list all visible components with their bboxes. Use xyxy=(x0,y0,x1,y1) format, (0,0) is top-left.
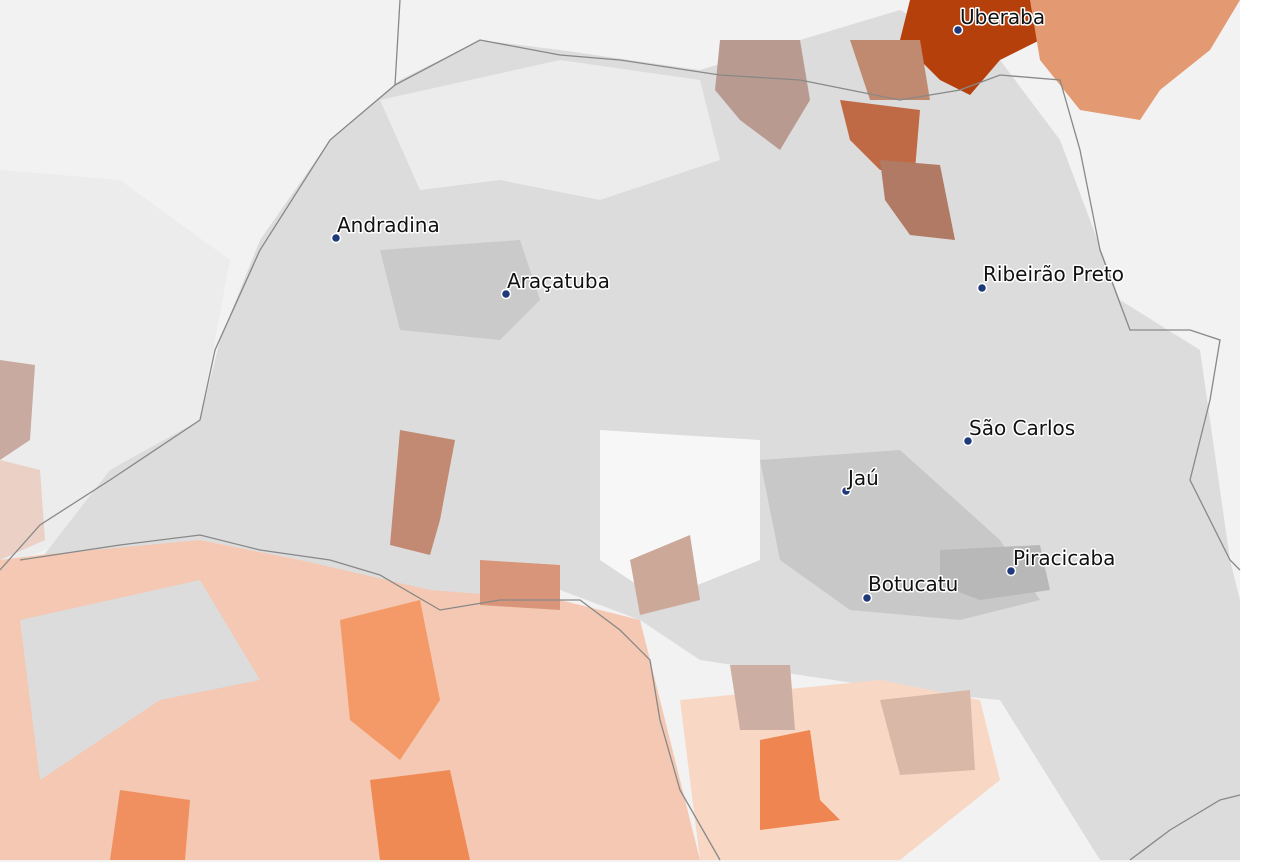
region xyxy=(1030,0,1240,120)
region xyxy=(390,430,455,555)
region xyxy=(340,600,440,760)
region-dark xyxy=(900,0,1060,95)
cities: Uberaba Andradina Araçatuba Ribeirão Pre… xyxy=(330,4,1125,604)
region xyxy=(940,545,1050,600)
region xyxy=(760,730,840,830)
city-dot xyxy=(976,282,988,294)
region xyxy=(380,240,540,340)
margin xyxy=(1240,0,1272,862)
city-label: Jaú xyxy=(846,466,879,490)
city-dot xyxy=(952,24,964,36)
coast xyxy=(1129,794,1241,861)
borders xyxy=(0,0,1241,861)
region xyxy=(370,770,470,860)
city-label: Ribeirão Preto xyxy=(983,262,1124,286)
city-label: Botucatu xyxy=(868,572,958,596)
region xyxy=(0,170,230,560)
city-dot xyxy=(500,288,512,300)
city-label: Araçatuba xyxy=(507,269,610,293)
region xyxy=(0,460,45,560)
region xyxy=(110,790,190,860)
region xyxy=(850,40,930,100)
state-border xyxy=(0,0,401,571)
region xyxy=(380,60,720,200)
city-label: Andradina xyxy=(337,213,440,237)
region xyxy=(0,360,35,460)
region xyxy=(20,580,260,780)
region xyxy=(480,560,560,610)
region xyxy=(880,160,955,240)
city-label: São Carlos xyxy=(969,416,1075,440)
region xyxy=(730,665,795,730)
city-dot xyxy=(962,435,974,447)
state-border xyxy=(19,534,721,861)
region xyxy=(840,100,920,170)
region xyxy=(630,535,700,615)
city-label: Uberaba xyxy=(960,5,1045,29)
region xyxy=(880,690,975,775)
city-dot xyxy=(840,485,852,497)
city-label: Piracicaba xyxy=(1013,546,1115,570)
city-dot xyxy=(1005,565,1017,577)
region xyxy=(715,40,810,150)
city-dot xyxy=(330,232,342,244)
state-border xyxy=(394,39,1241,571)
city-dot xyxy=(861,592,873,604)
